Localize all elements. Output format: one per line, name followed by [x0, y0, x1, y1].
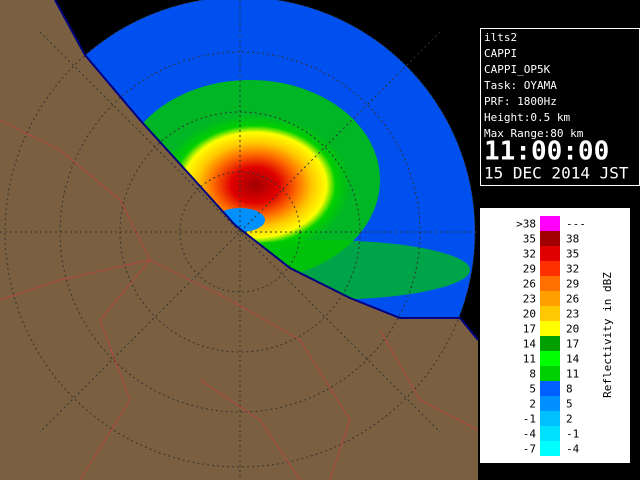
- legend-swatch: [540, 246, 560, 261]
- info-box: [480, 28, 640, 186]
- legend-high: 8: [566, 383, 573, 396]
- legend-low: 11: [523, 353, 536, 366]
- info-line: Task: OYAMA: [484, 79, 557, 92]
- legend-low: 23: [523, 293, 536, 306]
- legend-low: 14: [523, 338, 537, 351]
- legend-high: 32: [566, 263, 579, 276]
- legend-swatch: [540, 216, 560, 231]
- legend-high: 20: [566, 323, 579, 336]
- legend-low: >38: [516, 218, 536, 231]
- legend-swatch: [540, 321, 560, 336]
- legend-high: ---: [566, 218, 586, 231]
- legend-swatch: [540, 441, 560, 456]
- legend-low: -7: [523, 443, 536, 456]
- legend-swatch: [540, 291, 560, 306]
- legend-high: -4: [566, 443, 580, 456]
- info-line: CAPPI: [484, 47, 517, 60]
- legend-high: 5: [566, 398, 573, 411]
- legend-high: -1: [566, 428, 579, 441]
- legend-high: 17: [566, 338, 579, 351]
- legend-title: Reflectivity in dBZ: [601, 272, 614, 398]
- legend-high: 29: [566, 278, 579, 291]
- legend-swatch: [540, 426, 560, 441]
- legend-high: 35: [566, 248, 579, 261]
- legend-low: 5: [529, 383, 536, 396]
- legend-low: 17: [523, 323, 536, 336]
- info-line: Max Range:80 km: [484, 127, 584, 140]
- legend-swatch: [540, 306, 560, 321]
- map: [0, 0, 478, 480]
- time: 11:00:00: [484, 137, 609, 167]
- boundaries: [0, 119, 478, 480]
- legend-swatch: [540, 366, 560, 381]
- legend-low: 26: [523, 278, 536, 291]
- legend-swatch: [540, 231, 560, 246]
- land: [0, 0, 478, 480]
- legend-swatch: [540, 411, 560, 426]
- legend-swatch: [540, 336, 560, 351]
- legend-low: 35: [523, 233, 536, 246]
- info-line: ilts2: [484, 31, 517, 44]
- legend-swatch: [540, 276, 560, 291]
- legend-swatch: [540, 351, 560, 366]
- range-rings: [0, 0, 478, 480]
- legend: >38 --- 35 38 32 35 29 32 26 29 23 26 20 23 17 20 14 17 11…: [516, 216, 586, 456]
- legend-low: -1: [523, 413, 536, 426]
- legend-high: 26: [566, 293, 579, 306]
- legend-high: 38: [566, 233, 579, 246]
- date: 15 DEC 2014 JST: [484, 164, 629, 183]
- legend-swatch: [540, 381, 560, 396]
- coastline: [54, 0, 478, 341]
- legend-low: 8: [529, 368, 536, 381]
- legend-swatch: [540, 396, 560, 411]
- info-text: ilts2 CAPPI CAPPI_OP5K Task: OYAMA PRF: 1800…: [484, 31, 584, 140]
- legend-low: 29: [523, 263, 536, 276]
- legend-low: -4: [523, 428, 537, 441]
- legend-swatch: [540, 261, 560, 276]
- legend-low: 20: [523, 308, 536, 321]
- legend-low: 2: [529, 398, 536, 411]
- legend-low: 32: [523, 248, 536, 261]
- legend-high: 14: [566, 353, 580, 366]
- info-line: Height:0.5 km: [484, 111, 570, 124]
- legend-high: 2: [566, 413, 573, 426]
- legend-high: 23: [566, 308, 579, 321]
- legend-high: 11: [566, 368, 579, 381]
- info-line: PRF: 1800Hz: [484, 95, 557, 108]
- info-line: CAPPI_OP5K: [484, 63, 551, 76]
